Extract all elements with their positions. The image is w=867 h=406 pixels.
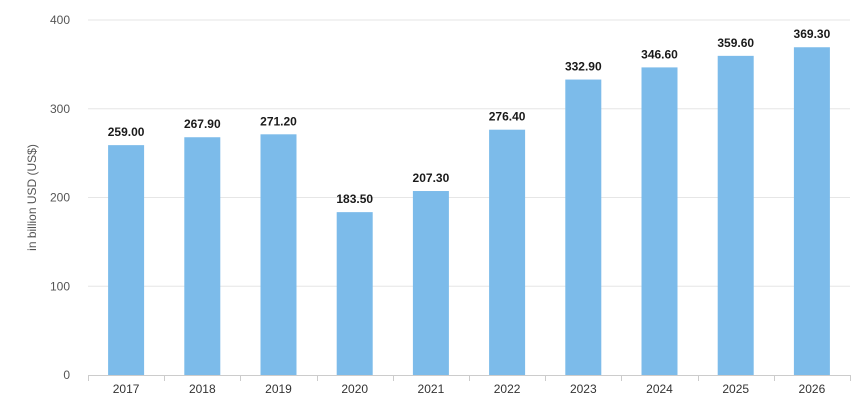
bar-2017[interactable] <box>108 145 145 375</box>
bar-2021[interactable] <box>412 191 449 375</box>
bar-2026[interactable] <box>793 47 830 376</box>
data-label-2019: 271.20 <box>260 114 297 128</box>
x-tick-label-2025: 2025 <box>722 382 749 396</box>
bar-2023[interactable] <box>565 79 602 376</box>
y-tick-label: 0 <box>63 368 70 382</box>
y-tick-label: 100 <box>50 279 70 293</box>
y-tick-label: 200 <box>50 191 70 205</box>
bar-2022[interactable] <box>489 129 526 375</box>
bar-2018[interactable] <box>184 137 221 375</box>
y-tick-label: 300 <box>50 102 70 116</box>
bar-2020[interactable] <box>336 212 373 375</box>
data-label-2024: 346.60 <box>641 47 678 61</box>
x-axis: 2017 2018 2019 2020 2021 2022 2023 2024 2025 2026 <box>88 375 851 396</box>
data-label-2023: 332.90 <box>565 60 602 74</box>
bar-2019[interactable] <box>260 134 297 375</box>
x-tick-label-2026: 2026 <box>799 382 826 396</box>
x-tick-label-2023: 2023 <box>570 382 597 396</box>
bar-2024[interactable] <box>641 67 678 375</box>
data-label-2022: 276.40 <box>489 110 526 124</box>
data-label-2026: 369.30 <box>794 27 831 41</box>
bar-2025[interactable] <box>717 55 754 375</box>
y-axis: 0 100 200 300 400 <box>50 13 70 382</box>
bars <box>108 47 830 376</box>
x-tick-label-2020: 2020 <box>341 382 368 396</box>
data-label-2025: 359.60 <box>717 36 754 50</box>
data-label-2017: 259.00 <box>108 125 145 139</box>
data-label-2020: 183.50 <box>336 192 373 206</box>
x-tick-label-2019: 2019 <box>265 382 292 396</box>
y-axis-title: in billion USD (US$) <box>25 144 39 251</box>
x-tick-label-2022: 2022 <box>494 382 521 396</box>
data-label-2021: 207.30 <box>413 171 450 185</box>
y-tick-label: 400 <box>50 13 70 27</box>
x-tick-label-2017: 2017 <box>113 382 140 396</box>
x-tick-label-2024: 2024 <box>646 382 673 396</box>
data-label-2018: 267.90 <box>184 117 221 131</box>
x-tick-label-2021: 2021 <box>418 382 445 396</box>
x-tick-label-2018: 2018 <box>189 382 216 396</box>
data-labels: 259.00 267.90 271.20 183.50 207.30 276.40 332.… <box>108 27 831 206</box>
